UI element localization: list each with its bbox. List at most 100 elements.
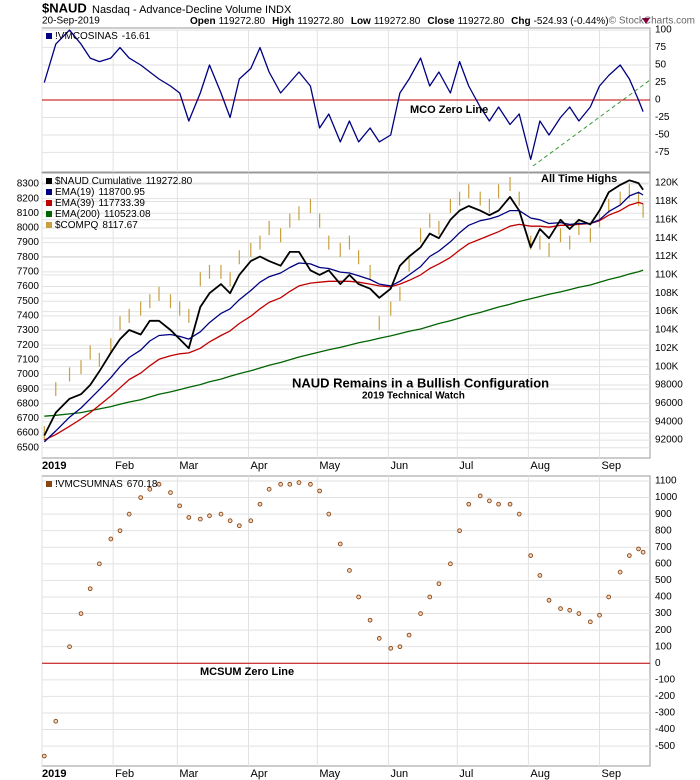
dot [427,594,433,600]
dot [376,636,382,641]
y-tick-label: -300 [655,708,675,719]
y-tick-label: 8100 [17,208,40,219]
y-tick-label: 75 [655,42,667,53]
y-tick-label: 96000 [655,398,683,409]
symbol: $NAUD [42,0,87,15]
series-line [43,191,644,443]
dot [308,481,313,487]
quote-value: 119272.80 [219,16,266,27]
annotation: All Time Highs [541,173,617,185]
dot [436,581,442,587]
dot [147,486,153,492]
dot [466,501,472,507]
legend-name: EMA(200) [55,209,100,220]
series-line [44,269,644,417]
x-tick-label: Apr [250,460,267,472]
dot [606,594,612,600]
series-line [43,29,644,161]
dot [367,617,373,623]
date: 20-Sep-2019 [42,16,100,27]
dot [477,493,483,499]
y-tick-label: 100 [655,25,672,36]
series-line [43,179,644,436]
dot [168,490,173,495]
y-tick-label: 1100 [655,476,677,487]
y-tick-label: 104K [655,325,679,336]
quote-value: 119272.80 [458,16,505,27]
legend-entry: !VMCSUMNAS 670.18 [55,479,158,490]
dot [117,528,123,534]
dot [177,503,183,509]
dot [397,644,403,650]
y-tick-label: 7000 [17,369,40,380]
dot [67,644,72,650]
quote-label: Chg [511,16,530,27]
legend-name: EMA(19) [55,187,94,198]
annotation: NAUD Remains in a Bullish Configuration [292,375,549,390]
legend-entry: EMA(39) 117733.39 [55,198,145,209]
dot [138,495,144,500]
dot [227,518,233,524]
dot [537,573,543,578]
dot [108,536,114,542]
quote-value: 119272.80 [374,16,421,27]
panel [41,475,651,767]
dot [487,498,492,504]
y-tick-label: 25 [655,77,667,88]
legend-name: !VMCSUMNAS [55,479,123,490]
legend-name: !VMCOSINAS [55,31,118,42]
x-tick-label: Sep [602,768,622,780]
dot [587,619,593,625]
y-tick-label: 6700 [17,413,40,424]
quote-arrow [642,18,650,24]
y-tick-label: -500 [655,741,675,752]
y-tick-label: 400 [655,592,672,603]
y-tick-label: 900 [655,509,672,520]
dot [448,561,453,567]
dot [257,501,263,507]
quote-value: -524.93 (-0.44%) [534,16,609,27]
y-tick-label: 7800 [17,252,40,263]
x-tick-label: 2019 [42,768,66,780]
dot [636,546,641,552]
credit: © StockCharts.com [609,16,695,27]
dot [207,513,212,519]
dot [266,486,272,492]
legend-entry: EMA(19) 118700.95 [55,187,145,198]
dot [597,612,602,618]
legend-value: 118700.95 [98,187,145,198]
x-tick-label: Apr [250,768,267,780]
dot [197,516,203,522]
y-tick-label: -25 [655,112,670,123]
trend-line [532,79,651,167]
dot [41,753,47,759]
dot [640,549,646,555]
y-tick-label: -400 [655,724,675,735]
dot [126,511,132,517]
dot [156,481,162,487]
annotation: 2019 Technical Watch [362,391,465,402]
y-tick-label: 8300 [17,179,40,190]
x-tick-label: May [319,768,340,780]
y-tick-label: 7300 [17,325,40,336]
legend-name: EMA(39) [55,198,94,209]
x-tick-label: Mar [179,768,198,780]
legend-entry: !VMCOSINAS -16.61 [55,31,151,42]
x-tick-label: Jun [390,768,408,780]
y-tick-label: 114K [655,233,678,244]
x-tick-label: Feb [115,768,134,780]
y-tick-label: -75 [655,147,670,158]
dot [248,518,254,524]
dot [567,607,573,613]
y-tick-label: 100 [655,641,672,652]
y-tick-label: 6800 [17,398,40,409]
dot [546,597,552,603]
y-tick-label: 8000 [17,223,40,234]
y-tick-label: 1000 [655,492,678,503]
legend-value: 110523.08 [104,209,151,220]
dot [97,561,102,567]
y-tick-label: 7500 [17,296,40,307]
y-tick-label: 98000 [655,380,683,391]
dot [507,501,513,507]
